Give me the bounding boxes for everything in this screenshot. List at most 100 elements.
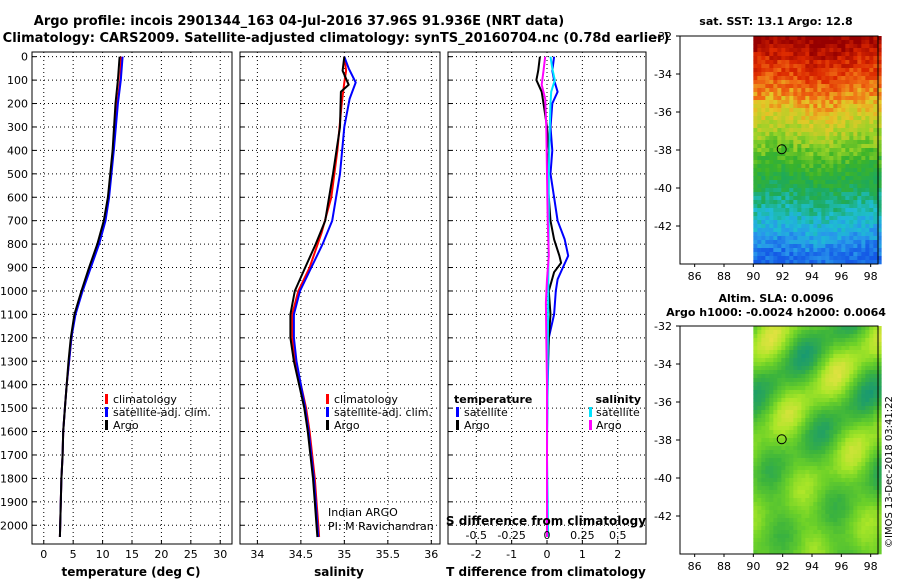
sst-map-cell — [817, 108, 822, 113]
sst-map-cell — [781, 128, 786, 133]
sla-map-cell — [773, 426, 778, 431]
sla-map-cell — [861, 366, 866, 371]
sst-map-cell — [833, 40, 838, 45]
sla-map-cell — [765, 546, 770, 551]
sla-map-cell — [781, 386, 786, 391]
sst-map-cell — [789, 216, 794, 221]
sla-map-cell — [757, 466, 762, 471]
sla-map-cell — [781, 478, 786, 483]
sla-map-cell — [857, 394, 862, 399]
sla-map-cell — [809, 514, 814, 519]
sla-map-cell — [829, 478, 834, 483]
sst-map-cell — [781, 200, 786, 205]
sst-map-cell — [825, 200, 830, 205]
sla-map-cell — [777, 326, 782, 331]
sst-map-cell — [817, 148, 822, 153]
sla-map-cell — [865, 446, 870, 451]
sst-map-cell — [845, 104, 850, 109]
depth-tick-label: 1700 — [0, 449, 28, 462]
sla-map-cell — [809, 430, 814, 435]
sla-map-cell — [813, 426, 818, 431]
sst-map-cell — [833, 196, 838, 201]
sst-map-cell — [801, 172, 806, 177]
sst-map-cell — [865, 196, 870, 201]
sla-map-cell — [865, 502, 870, 507]
sst-map-cell — [793, 36, 798, 41]
sst-map-cell — [865, 256, 870, 261]
sla-map-cell — [757, 414, 762, 419]
sst-map-cell — [809, 148, 814, 153]
sst-map-cell — [865, 64, 870, 69]
sla-map-cell — [817, 330, 822, 335]
sst-map-cell — [773, 56, 778, 61]
sla-map-cell — [821, 406, 826, 411]
sla-map-cell — [797, 346, 802, 351]
sst-map-cell — [865, 216, 870, 221]
sst-map-cell — [873, 48, 878, 53]
sst-map-float-marker — [776, 144, 787, 155]
sla-map-cell — [797, 354, 802, 359]
sst-map-cell — [797, 140, 802, 145]
sla-map-cell — [837, 474, 842, 479]
sst-map-cell — [877, 220, 882, 225]
sla-map-cell — [877, 502, 882, 507]
sst-map-cell — [809, 216, 814, 221]
sst-map-cell — [769, 48, 774, 53]
sla-map-cell — [833, 450, 838, 455]
sst-map-cell — [865, 148, 870, 153]
sst-map-cell — [757, 112, 762, 117]
sst-map-cell — [785, 52, 790, 57]
sla-map-cell — [773, 534, 778, 539]
sst-map-xtick-label: 86 — [688, 270, 702, 283]
sst-map-cell — [765, 40, 770, 45]
sla-map-cell — [773, 522, 778, 527]
sst-map-cell — [869, 60, 874, 65]
sst-map-cell — [825, 188, 830, 193]
sst-map-cell — [769, 36, 774, 41]
sst-map-cell — [841, 232, 846, 237]
sst-map-cell — [857, 172, 862, 177]
sla-map-cell — [805, 390, 810, 395]
sst-map-cell — [805, 144, 810, 149]
sla-map-cell — [829, 550, 834, 555]
sst-map-cell — [809, 184, 814, 189]
sst-map-cell — [849, 116, 854, 121]
sst-map-cell — [789, 156, 794, 161]
sla-map-cell — [829, 406, 834, 411]
sst-map-cell — [845, 224, 850, 229]
sla-map-cell — [801, 546, 806, 551]
sst-map-cell — [773, 88, 778, 93]
sst-map-cell — [877, 188, 882, 193]
sla-map-cell — [769, 346, 774, 351]
sst-map-cell — [833, 76, 838, 81]
sst-map-cell — [781, 204, 786, 209]
sla-map-cell — [757, 518, 762, 523]
sla-map-cell — [777, 542, 782, 547]
sla-map-cell — [777, 538, 782, 543]
sst-map-cell — [857, 168, 862, 173]
sst-map-cell — [813, 112, 818, 117]
sla-map-cell — [761, 394, 766, 399]
sla-map-cell — [781, 390, 786, 395]
sst-map-cell — [753, 76, 758, 81]
sst-map-cell — [833, 84, 838, 89]
sla-map-cell — [837, 458, 842, 463]
salinity-line-argo — [289, 56, 350, 538]
sla-map-cell — [837, 406, 842, 411]
sla-map-cell — [837, 442, 842, 447]
sst-map-cell — [773, 40, 778, 45]
sst-map-cell — [793, 44, 798, 49]
sst-map-cell — [829, 84, 834, 89]
temperature-axis-label: temperature (deg C) — [62, 565, 201, 579]
sla-map-cell — [841, 550, 846, 555]
sla-map-cell — [873, 438, 878, 443]
differences-axes: -2 -1 0 1 2 — [447, 51, 647, 561]
sla-map-cell — [761, 386, 766, 391]
sla-map-cell — [797, 382, 802, 387]
sst-map-cell — [773, 36, 778, 41]
sst-map-cell — [785, 248, 790, 253]
sst-map-cell — [825, 236, 830, 241]
sst-map-cell — [825, 108, 830, 113]
sst-map-cell — [773, 96, 778, 101]
sla-map-cell — [773, 442, 778, 447]
